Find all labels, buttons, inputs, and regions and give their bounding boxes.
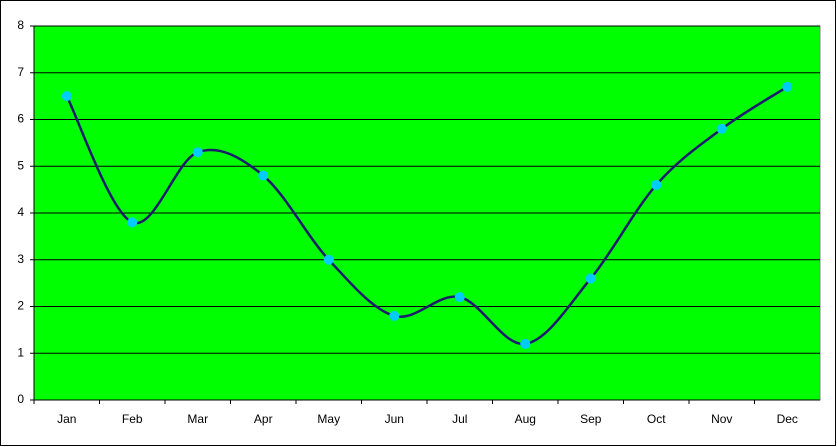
y-tick-label: 0 [17,392,24,406]
x-tick-label: Jan [57,412,76,426]
x-tick-label: Mar [187,412,208,426]
x-tick-label: Jun [385,412,404,426]
marker [520,338,531,349]
marker [454,292,465,303]
y-tick-label: 7 [17,65,24,79]
marker [651,179,662,190]
y-tick-label: 3 [17,252,24,266]
x-tick-label: Nov [711,412,732,426]
marker [585,273,596,284]
marker [258,170,269,181]
y-tick-label: 6 [17,112,24,126]
x-tick-label: Apr [254,412,273,426]
marker [389,310,400,321]
x-tick-label: Jul [452,412,467,426]
y-tick-label: 5 [17,158,24,172]
x-tick-label: Feb [122,412,143,426]
x-tick-label: Sep [580,412,602,426]
y-tick-label: 2 [17,299,24,313]
marker [127,217,138,228]
x-tick-label: Aug [515,412,536,426]
x-tick-label: Oct [647,412,666,426]
y-tick-label: 1 [17,345,24,359]
y-tick-label: 4 [17,205,24,219]
x-tick-label: Dec [777,412,798,426]
marker [192,147,203,158]
marker [782,81,793,92]
marker [61,91,72,102]
marker [716,123,727,134]
y-tick-label: 8 [17,18,24,32]
x-tick-label: May [317,412,340,426]
marker [323,254,334,265]
